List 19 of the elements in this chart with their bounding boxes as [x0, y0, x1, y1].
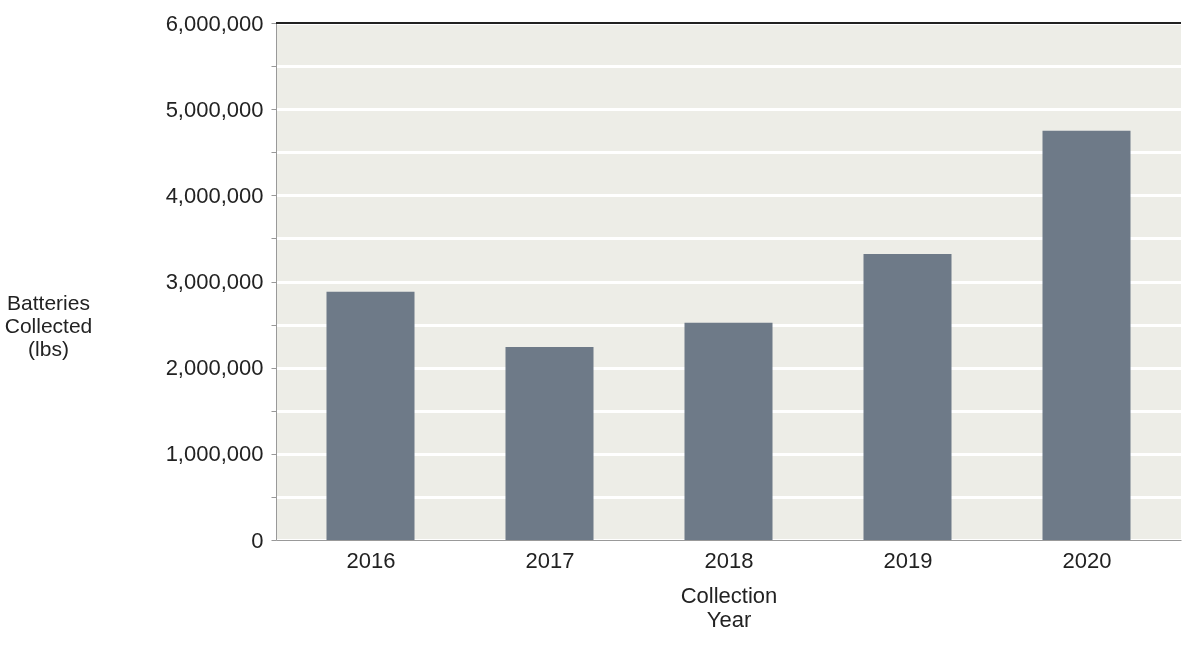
x-tick-label: 2020	[1062, 547, 1112, 573]
bar	[684, 322, 773, 540]
x-tick-label: 2019	[883, 547, 933, 573]
bar	[863, 253, 952, 540]
y-tick-label: 6,000,000	[165, 10, 264, 36]
y-tick-label: 5,000,000	[165, 96, 264, 122]
bar	[1042, 130, 1131, 540]
x-tick-label: 2018	[704, 547, 754, 573]
x-tick-label: 2016	[346, 547, 396, 573]
bar	[326, 291, 415, 540]
y-tick-label: 0	[251, 527, 264, 553]
y-tick-label: 4,000,000	[165, 182, 264, 208]
bar	[505, 346, 594, 540]
y-tick-label: 1,000,000	[165, 441, 264, 467]
x-axis-title: Collection Year	[680, 582, 778, 632]
y-tick-label: 3,000,000	[165, 269, 264, 294]
x-tick-label: 2017	[525, 547, 575, 573]
y-axis-title: Batteries Collected (lbs)	[4, 290, 93, 360]
y-tick-label: 2,000,000	[165, 355, 264, 381]
